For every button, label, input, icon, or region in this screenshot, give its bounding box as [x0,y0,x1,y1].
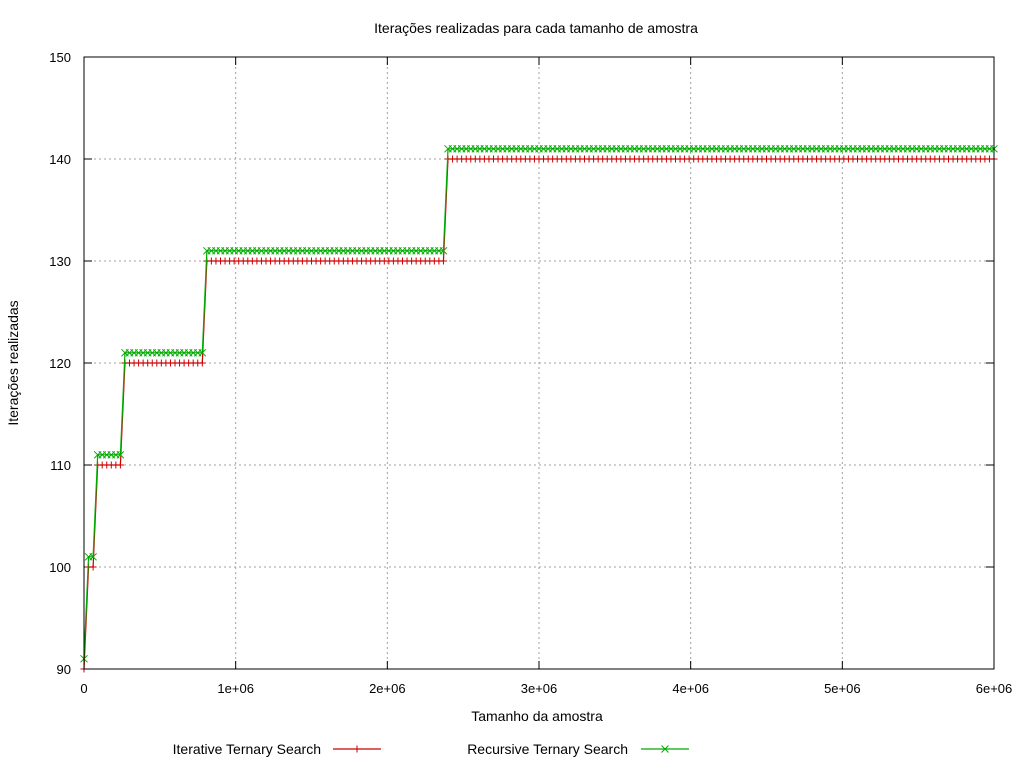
data-point [89,563,97,571]
x-tick-label: 5e+06 [824,681,861,696]
data-point [198,359,206,367]
data-point [89,552,97,561]
data-point [116,450,125,459]
x-tick-label: 4e+06 [672,681,709,696]
y-tick-label: 120 [49,356,71,371]
y-tick-label: 90 [57,662,71,677]
series-iterative [80,155,998,673]
legend-label-iterative: Iterative Ternary Search [173,741,321,757]
plot-frame [83,56,995,670]
x-tick-label: 1e+06 [217,681,254,696]
data-point [198,348,207,357]
y-axis-label: Iterações realizadas [5,300,21,425]
x-tick-label: 0 [80,681,87,696]
x-axis-label: Tamanho da amostra [471,708,603,724]
series-group [80,144,998,673]
axis-ticks: 90 100 110 120 130 140 150 0 1e+06 2e+06 3e+06 4e+0… [49,50,1012,696]
legend: Iterative Ternary Search Recursive Terna… [173,741,689,757]
x-tick-label: 2e+06 [369,681,406,696]
y-tick-label: 110 [50,458,71,473]
legend-label-recursive: Recursive Ternary Search [467,741,628,757]
series-recursive [80,144,998,663]
legend-sample-recursive [641,745,689,753]
legend-sample-iterative [333,745,381,753]
y-tick-label: 150 [49,50,71,65]
legend-marker [353,745,361,753]
data-point [116,461,124,469]
y-tick-label: 130 [49,254,71,269]
chart-title: Iterações realizadas para cada tamanho d… [374,20,698,36]
x-tick-label: 3e+06 [521,681,558,696]
y-tick-label: 140 [49,152,71,167]
data-point [439,246,448,255]
x-tick-label: 6e+06 [976,681,1013,696]
legend-marker [661,745,669,753]
y-tick-label: 100 [49,560,71,575]
data-point [439,257,447,265]
